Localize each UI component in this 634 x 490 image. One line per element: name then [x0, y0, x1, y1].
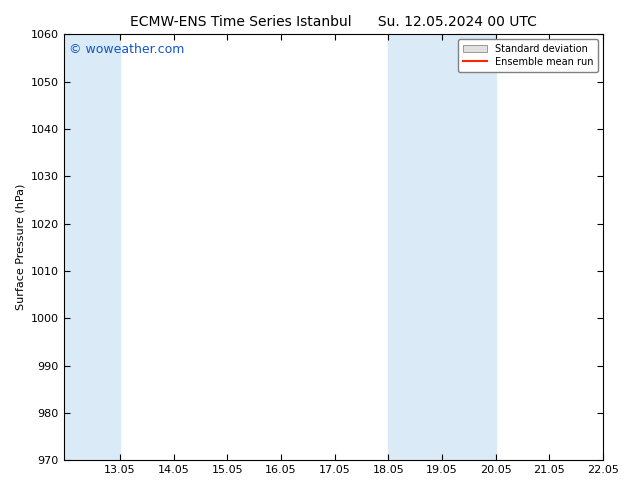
Bar: [63, 34, 120, 460]
Legend: Standard deviation, Ensemble mean run: Standard deviation, Ensemble mean run: [458, 39, 598, 72]
Bar: [389, 34, 496, 460]
Title: ECMW-ENS Time Series Istanbul      Su. 12.05.2024 00 UTC: ECMW-ENS Time Series Istanbul Su. 12.05.…: [130, 15, 537, 29]
Y-axis label: Surface Pressure (hPa): Surface Pressure (hPa): [15, 184, 25, 311]
Text: © woweather.com: © woweather.com: [69, 43, 184, 56]
